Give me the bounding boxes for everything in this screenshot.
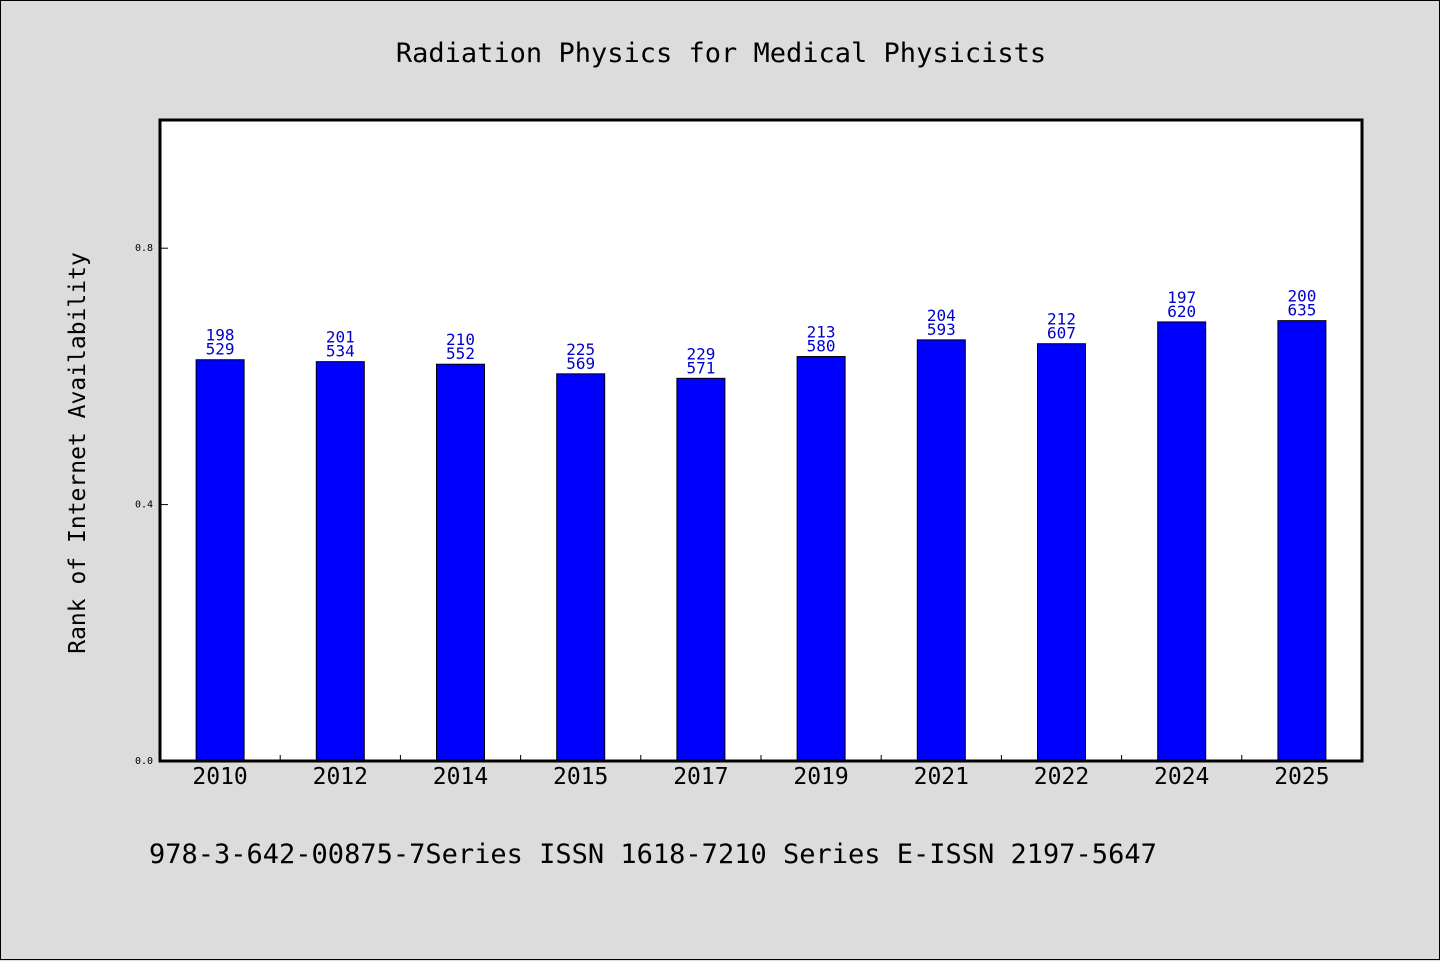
y-tick-label: 0.8 [135,243,153,254]
bar-2012 [315,361,365,762]
bar-label-top: 212 [1047,310,1076,329]
x-tick-label: 2010 [192,764,247,790]
bar-2022 [1037,343,1086,762]
chart-title: Radiation Physics for Medical Physicists [396,38,1046,69]
bar-label-top: 197 [1167,288,1196,307]
bar-label-top: 210 [446,330,475,349]
bar-label-top: 213 [807,323,836,342]
y-tick-label: 0.4 [135,500,153,511]
bar-label-bottom: 571 [686,358,715,377]
footer-text: 978-3-642-00875-7Series ISSN 1618-7210 S… [149,839,1157,870]
y-tick-label: 0.0 [135,756,153,767]
x-tick-label: 2015 [553,764,608,790]
bar-2025 [1277,320,1327,762]
bar-label-bottom: 635 [1287,301,1316,320]
bar-label-bottom: 620 [1167,302,1196,321]
x-tick-label: 2024 [1154,764,1209,790]
bar-2010 [195,359,245,762]
bar-label-bottom: 569 [566,354,595,373]
x-tick-label: 2025 [1274,764,1329,790]
x-tick-label: 2021 [914,764,969,790]
x-tick-label: 2012 [313,764,368,790]
bar-label-bottom: 534 [326,342,355,361]
x-tick-label: 2022 [1034,764,1089,790]
bar-2021 [916,339,966,762]
plot-border [158,118,1364,763]
x-tick-label: 2019 [793,764,848,790]
bar-label-top: 200 [1287,287,1316,306]
bar-label-bottom: 529 [206,340,235,359]
bar-label-bottom: 607 [1047,324,1076,343]
bar-label-top: 198 [206,326,235,345]
bar-2014 [436,363,485,762]
bar-label-top: 201 [326,328,355,347]
x-tick-label: 2017 [673,764,728,790]
bar-2017 [676,377,726,762]
bar-label-top: 229 [686,344,715,363]
x-tick-label: 2014 [433,764,488,790]
bar-2019 [796,356,846,762]
bar-label-bottom: 580 [807,337,836,356]
x-axis-ticks: 2010 2012 2014 2015 2017 2019 2021 2022 2024 2025 [192,755,1330,790]
bar-label-top: 204 [927,306,956,325]
bar-2024 [1157,321,1207,762]
y-axis-label: Rank of Internet Availability [65,252,91,654]
bar-2015 [556,373,606,762]
bar-label-bottom: 593 [927,320,956,339]
bar-label-bottom: 552 [446,344,475,363]
bar-label-top: 225 [566,340,595,359]
